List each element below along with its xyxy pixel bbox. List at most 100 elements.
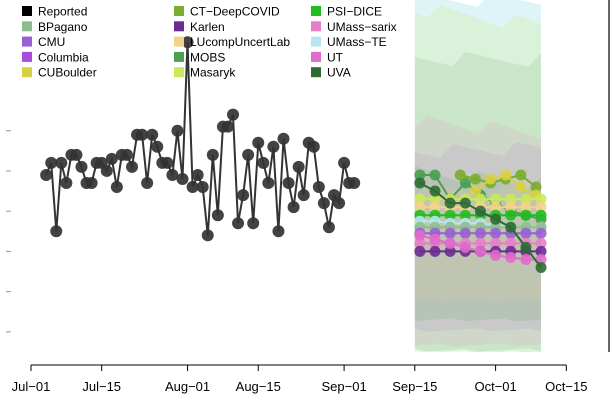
- x-tick-label: Oct−01: [474, 379, 516, 394]
- legend-swatch: [174, 6, 184, 16]
- left-axis-ticks: [6, 130, 11, 333]
- reported-point: [171, 124, 184, 137]
- legend-swatch: [174, 21, 184, 32]
- forecast-point: [429, 201, 441, 213]
- forecast-point: [474, 245, 486, 257]
- x-tick-label: Aug−15: [236, 379, 281, 394]
- forecast-uva: [414, 177, 547, 274]
- legend-swatch: [22, 21, 32, 32]
- x-tick-label: Jul−15: [82, 379, 121, 394]
- reported-point: [136, 128, 149, 141]
- reported-point: [317, 197, 330, 210]
- reported-point: [307, 140, 320, 153]
- forecast-point: [520, 201, 532, 213]
- reported-point: [252, 136, 265, 149]
- forecast-point: [429, 233, 441, 245]
- forecast-point: [520, 253, 532, 265]
- forecast-point: [520, 209, 532, 221]
- reported-point: [50, 225, 63, 238]
- legend-label: PSI−DICE: [327, 5, 382, 19]
- legend-label: UT: [327, 50, 344, 64]
- forecast-point: [535, 201, 547, 213]
- forecast-point: [444, 245, 456, 257]
- reported-point: [282, 177, 295, 190]
- legend-item: Columbia: [22, 50, 89, 64]
- reported-point: [151, 140, 164, 153]
- x-tick-label: Sep−01: [322, 379, 367, 394]
- forecast-point: [474, 193, 486, 205]
- legend-item: Masaryk: [174, 66, 236, 80]
- forecast-point: [515, 169, 527, 181]
- forecast-point: [429, 185, 441, 197]
- legend-label: CMU: [38, 35, 65, 49]
- legend-label: Reported: [38, 5, 87, 19]
- legend-item: UT: [311, 50, 344, 64]
- legend-item: UMass−sarix: [311, 20, 397, 34]
- legend-item: Reported: [22, 5, 87, 19]
- forecast-point: [414, 245, 426, 257]
- legend-item: CUBoulder: [22, 66, 97, 80]
- forecast-point: [459, 209, 471, 221]
- legend-item: UVA: [311, 66, 351, 80]
- legend-swatch: [311, 51, 321, 62]
- legend-swatch: [311, 36, 321, 47]
- forecast-point: [535, 237, 547, 249]
- forecast-point: [414, 177, 426, 189]
- reported-point: [297, 189, 310, 202]
- legend-swatch: [22, 51, 32, 62]
- legend-item: MOBS: [174, 50, 225, 64]
- reported-point: [40, 168, 53, 181]
- reported-point: [141, 177, 154, 190]
- legend-label: Columbia: [38, 50, 89, 64]
- forecast-point: [474, 227, 486, 239]
- forecast-point: [469, 173, 481, 185]
- forecast-point: [490, 227, 502, 239]
- reported-point: [211, 209, 224, 222]
- reported-point: [146, 128, 159, 141]
- legend-swatch: [174, 67, 184, 78]
- legend-item: Karlen: [174, 20, 225, 34]
- forecast-point: [520, 227, 532, 239]
- reported-point: [237, 189, 250, 202]
- reported-point: [247, 217, 260, 230]
- legend-label: UVA: [327, 66, 351, 80]
- x-tick-label: Sep−15: [392, 379, 437, 394]
- reported-point: [70, 148, 83, 161]
- reported-point: [60, 177, 73, 190]
- forecast-point: [474, 237, 486, 249]
- forecast-point: [414, 237, 426, 249]
- reported-point: [201, 229, 214, 242]
- forecast-point: [474, 205, 486, 217]
- reported-point: [227, 108, 239, 121]
- legend-item: UMass−TE: [311, 35, 387, 49]
- forecast-ut: [414, 229, 547, 265]
- forecast-point: [485, 173, 497, 185]
- reported-point: [176, 172, 189, 185]
- x-tick-label: Aug−01: [165, 379, 210, 394]
- legend-item: CMU: [22, 35, 65, 49]
- reported-point: [161, 156, 174, 169]
- legend-swatch: [311, 21, 321, 32]
- legend-item: CT−DeepCOVID: [174, 5, 280, 19]
- reported-point: [206, 148, 219, 161]
- forecast-point: [429, 245, 441, 257]
- forecast-point: [530, 181, 542, 193]
- legend-label: UMass−sarix: [327, 20, 397, 34]
- reported-point: [100, 164, 113, 177]
- reported-point: [232, 217, 245, 230]
- reported-point: [186, 181, 199, 194]
- forecast-point: [459, 177, 471, 189]
- forecast-point: [469, 185, 481, 197]
- forecast-point: [444, 197, 456, 209]
- legend-swatch: [174, 36, 184, 47]
- reported-point: [126, 160, 138, 173]
- forecast-point: [520, 241, 532, 253]
- legend-swatch: [311, 6, 321, 16]
- x-tick-label: Jul−01: [12, 379, 51, 394]
- legend-item: BPagano: [22, 20, 88, 34]
- reported-point: [166, 168, 179, 181]
- reported-point: [196, 181, 209, 194]
- reported-point: [55, 156, 68, 169]
- reported-point: [262, 177, 275, 190]
